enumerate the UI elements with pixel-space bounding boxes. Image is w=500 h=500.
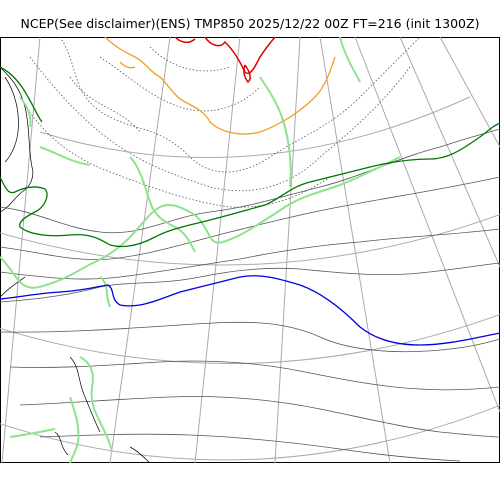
coastline bbox=[4, 76, 19, 163]
coastline bbox=[69, 356, 101, 433]
map-title: NCEP(See disclaimer)(ENS) TMP850 2025/12… bbox=[20, 16, 480, 31]
isotherm-dotted bbox=[149, 46, 231, 72]
isotherm bbox=[0, 321, 500, 353]
isotherm bbox=[39, 433, 461, 462]
green-contour bbox=[339, 37, 361, 83]
latitude-line bbox=[39, 96, 471, 159]
isotherm bbox=[0, 262, 500, 303]
green-contour bbox=[69, 396, 80, 463]
dotted-isotherms bbox=[19, 37, 421, 208]
green-contour bbox=[9, 428, 56, 438]
isotherm-dotted bbox=[69, 76, 141, 133]
solid-isotherms bbox=[0, 128, 500, 462]
isotherm-dotted bbox=[99, 56, 261, 112]
green-contour bbox=[99, 276, 111, 308]
isotherm bbox=[0, 176, 500, 260]
coastline bbox=[54, 431, 69, 456]
red-contours bbox=[174, 37, 276, 84]
coastline bbox=[0, 276, 26, 298]
isotherm bbox=[19, 396, 500, 438]
red-contour bbox=[243, 64, 251, 84]
orange-contours bbox=[104, 37, 336, 135]
coastlines bbox=[0, 66, 151, 463]
longitude-line bbox=[109, 37, 171, 463]
dark-green-contour bbox=[0, 66, 43, 123]
longitude-line bbox=[354, 37, 500, 413]
orange-contour bbox=[104, 37, 336, 135]
isotherm-dotted bbox=[19, 96, 331, 208]
map-frame bbox=[0, 37, 500, 463]
latitude-line bbox=[0, 213, 500, 266]
green-contour bbox=[39, 146, 91, 166]
dark-green-contour bbox=[0, 122, 500, 248]
green-contours bbox=[0, 37, 401, 463]
isotherm-dotted bbox=[29, 56, 411, 192]
dark-green-contours bbox=[0, 66, 500, 248]
graticule bbox=[0, 37, 500, 463]
green-contour bbox=[0, 156, 401, 289]
longitude-line bbox=[274, 37, 301, 463]
blue-contours bbox=[0, 275, 500, 346]
isotherm bbox=[9, 360, 500, 391]
longitude-line bbox=[319, 37, 391, 463]
longitude-line bbox=[194, 37, 241, 463]
map-border bbox=[0, 37, 500, 463]
green-contour bbox=[79, 356, 113, 453]
orange-contour bbox=[119, 61, 136, 69]
longitude-line bbox=[399, 37, 500, 268]
red-contour bbox=[204, 37, 276, 74]
blue-contour bbox=[0, 275, 500, 346]
isotherm bbox=[0, 128, 500, 234]
coastline bbox=[129, 446, 151, 463]
coastline bbox=[0, 66, 34, 213]
isotherm-dotted bbox=[59, 37, 421, 173]
green-contour bbox=[19, 96, 32, 128]
weather-map bbox=[0, 37, 500, 463]
green-contour bbox=[129, 156, 196, 253]
latitude-line bbox=[0, 404, 500, 461]
isotherm bbox=[0, 228, 500, 280]
red-contour bbox=[174, 37, 196, 44]
green-contour bbox=[259, 76, 292, 188]
